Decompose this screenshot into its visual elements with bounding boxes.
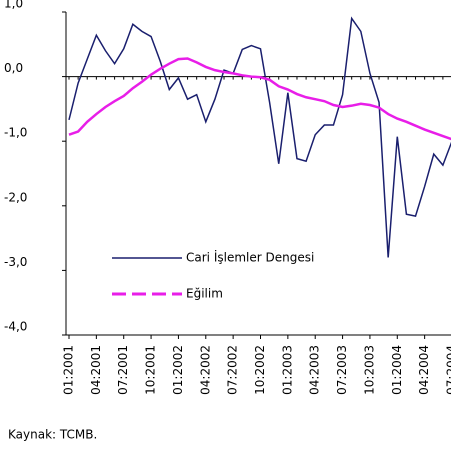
x-tick-label: 07:2002	[226, 345, 240, 395]
legend-label: Cari İşlemler Dengesi	[186, 250, 314, 265]
y-tick-label: 1,0	[4, 0, 23, 11]
x-tick-label: 01:2003	[280, 345, 294, 395]
series-line	[68, 16, 451, 258]
y-tick-label: -4,0	[4, 320, 27, 334]
x-tick-label: 04:2003	[308, 345, 322, 395]
x-tick-label: 07:2003	[335, 345, 349, 395]
y-tick-label: 0,0	[4, 61, 23, 75]
x-tick-label: 01:2001	[62, 345, 76, 395]
x-tick-label: 07:2001	[116, 345, 130, 395]
x-tick-label: 04:2004	[417, 345, 431, 395]
x-tick-label: 01:2002	[171, 345, 185, 395]
y-tick-label: -2,0	[4, 190, 27, 204]
series-line	[68, 57, 451, 141]
x-tick-label: 07:2004	[445, 345, 451, 395]
legend-label: Eğilim	[186, 287, 223, 301]
y-tick-label: -1,0	[4, 126, 27, 140]
source: Kaynak: TCMB.	[8, 428, 97, 442]
x-tick-label: 10:2002	[253, 345, 267, 395]
x-tick-label: 10:2001	[144, 345, 158, 395]
x-tick-label: 10:2003	[362, 345, 376, 395]
y-tick-label: -3,0	[4, 255, 27, 269]
x-tick-label: 04:2001	[89, 345, 103, 395]
x-tick-label: 04:2002	[198, 345, 212, 395]
x-tick-label: 01:2004	[390, 345, 404, 395]
